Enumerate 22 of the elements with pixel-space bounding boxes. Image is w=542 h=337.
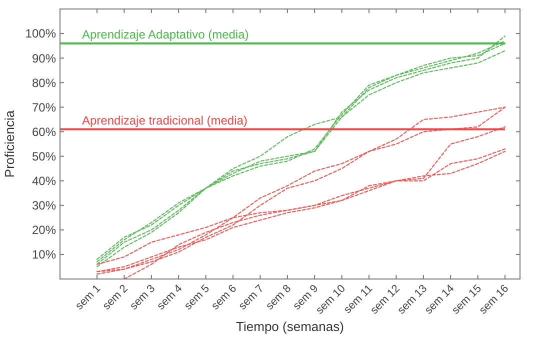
y-tick-label: 50% (32, 149, 56, 164)
y-tick-label: 100% (25, 26, 56, 41)
x-tick-label: sem 7 (236, 282, 266, 312)
x-tick-label: sem 4 (155, 282, 185, 312)
x-tick-label: sem 8 (264, 282, 294, 312)
x-tick-label: sem 2 (100, 282, 130, 312)
y-tick-label: 80% (32, 76, 56, 90)
x-tick-label: sem 5 (182, 282, 212, 312)
y-tick-label: 90% (32, 51, 56, 66)
ref-line-label: Aprendizaje Adaptativo (media) (82, 27, 249, 42)
y-tick-label: 30% (32, 198, 56, 213)
x-axis-title: Tiempo (semanas) (236, 319, 344, 334)
y-axis-title: Proficiencia (2, 110, 17, 178)
x-tick-label: sem 6 (209, 282, 240, 312)
y-tick-label: 10% (32, 248, 56, 262)
y-tick-label: 70% (32, 100, 56, 114)
y-tick-label: 60% (32, 124, 56, 139)
ref-line-label: Aprendizaje tradicional (media) (82, 113, 248, 128)
x-tick-label: sem 3 (128, 282, 158, 312)
y-tick-label: 20% (32, 223, 56, 238)
y-tick-label: 40% (32, 174, 56, 188)
x-tick-label: sem 1 (73, 282, 104, 312)
